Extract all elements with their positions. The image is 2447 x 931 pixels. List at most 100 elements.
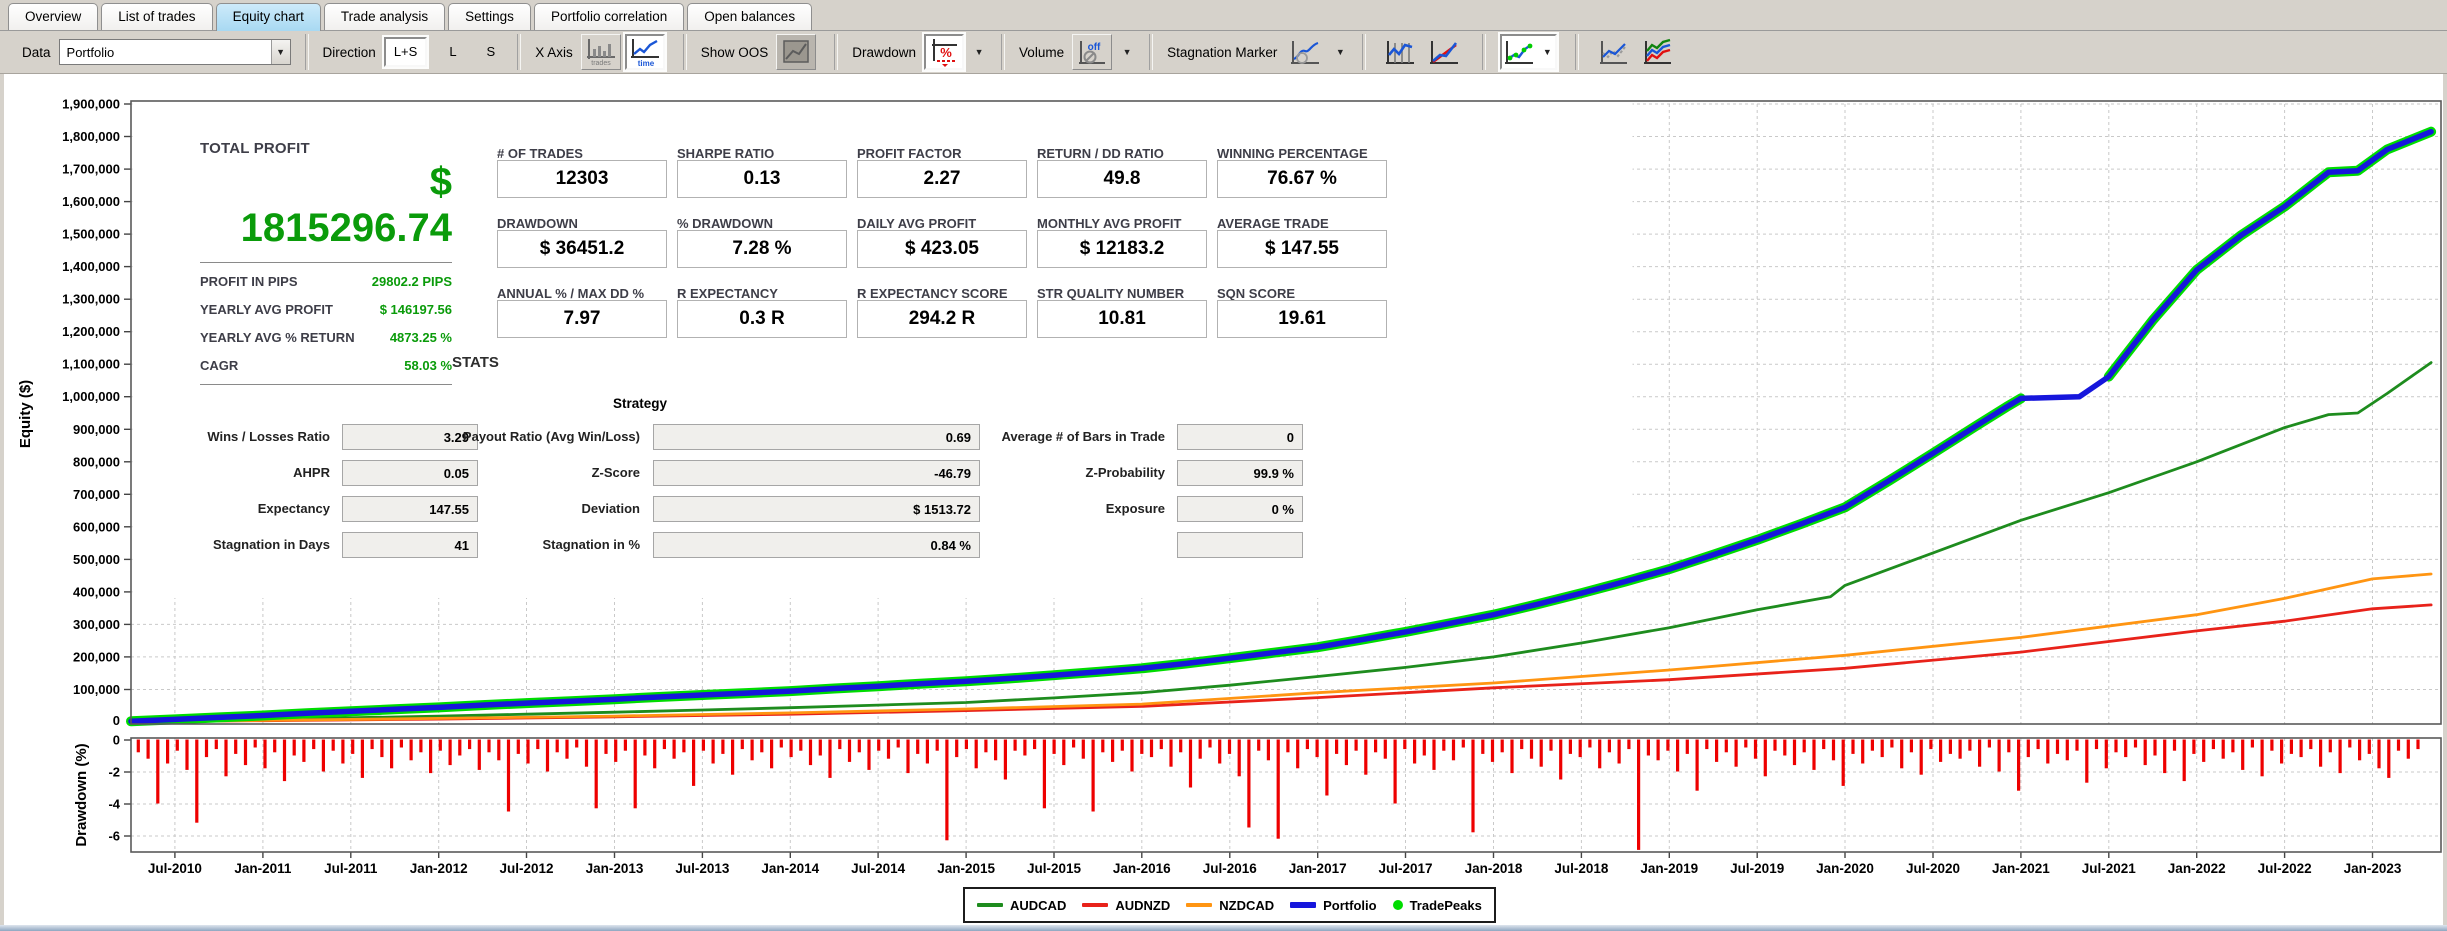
str-quality-number-label: STR QUALITY NUMBER (1037, 286, 1184, 301)
str-quality-number-value: 10.81 (1037, 300, 1207, 338)
direction-long-button[interactable]: L (441, 39, 464, 65)
tab-list-of-trades[interactable]: List of trades (101, 3, 212, 30)
svg-text:1,000,000: 1,000,000 (62, 389, 120, 404)
svg-text:Jul-2020: Jul-2020 (1906, 861, 1960, 876)
svg-text:0: 0 (113, 713, 120, 728)
chart-legend: AUDCAD AUDNZD NZDCAD Portfolio TradePeak… (963, 887, 1496, 923)
tab-overview[interactable]: Overview (8, 3, 98, 30)
chart-style-group (1368, 31, 1480, 73)
nzdcad-line-swatch (1186, 903, 1212, 907)
svg-text:-4: -4 (108, 797, 120, 812)
svg-text:Jul-2021: Jul-2021 (2082, 861, 2137, 876)
pct-drawdown-label: % DRAWDOWN (677, 216, 773, 231)
tab-equity-chart[interactable]: Equity chart (216, 3, 321, 31)
volume-off-icon: off (1076, 37, 1108, 67)
svg-text:Jul-2011: Jul-2011 (324, 861, 378, 876)
tab-portfolio-correlation[interactable]: Portfolio correlation (534, 3, 684, 30)
portfolio-line-swatch (1290, 902, 1316, 908)
profit-factor-label: PROFIT FACTOR (857, 146, 961, 161)
yearly-avg-return-value: 4873.25 % (252, 330, 452, 345)
svg-text:Jan-2012: Jan-2012 (410, 861, 468, 876)
trade-peaks-caret-icon[interactable]: ▼ (1539, 42, 1555, 62)
xaxis-trades-button[interactable]: trades (581, 34, 621, 70)
svg-text:1,500,000: 1,500,000 (62, 227, 120, 242)
xaxis-time-button[interactable]: time (625, 34, 665, 70)
direction-long-short-button[interactable]: L+S (384, 37, 428, 67)
svg-text:trades: trades (591, 60, 611, 67)
trade-peaks-icon (1502, 37, 1536, 67)
stagnation-caret-icon[interactable]: ▼ (1332, 42, 1348, 62)
z-score-value: -46.79 (653, 460, 980, 486)
monthly-avg-profit-value: $ 12183.2 (1037, 230, 1207, 268)
stagnation-marker-icon (1288, 37, 1322, 67)
svg-text:Jan-2016: Jan-2016 (1113, 861, 1171, 876)
svg-text:Jan-2020: Jan-2020 (1816, 861, 1874, 876)
winning-percentage-label: WINNING PERCENTAGE (1217, 146, 1368, 161)
daily-avg-profit-label: DAILY AVG PROFIT (857, 216, 976, 231)
equity-trend-icon (1428, 37, 1460, 67)
legend-label: TradePeaks (1410, 898, 1482, 913)
total-profit-currency: $ (200, 160, 452, 205)
num-trades-label: # OF TRADES (497, 146, 583, 161)
deviation-label: Deviation (450, 496, 640, 522)
profit-in-pips-value: 29802.2 PIPS (252, 274, 452, 289)
drawdown-label: DRAWDOWN (497, 216, 578, 231)
equity-trend-view-button[interactable] (1424, 34, 1464, 70)
strategy-title: Strategy (560, 396, 720, 411)
tab-trade-analysis[interactable]: Trade analysis (324, 3, 445, 30)
data-label: Data (22, 45, 51, 60)
volume-mode-button[interactable]: off (1072, 34, 1112, 70)
svg-text:Equity ($): Equity ($) (17, 380, 34, 448)
toolbar-separator (1001, 34, 1005, 70)
tab-open-balances[interactable]: Open balances (687, 3, 812, 30)
divider (200, 262, 452, 263)
tab-bar: Overview List of trades Equity chart Tra… (0, 0, 2447, 31)
z-probability-label: Z-Probability (965, 460, 1165, 486)
direction-label: Direction (323, 45, 376, 60)
payout-ratio-label: Payout Ratio (Avg Win/Loss) (450, 424, 640, 450)
multi-symbol-view-button[interactable] (1637, 34, 1677, 70)
svg-text:Jan-2019: Jan-2019 (1640, 861, 1698, 876)
tab-settings[interactable]: Settings (448, 3, 531, 30)
chevron-down-icon[interactable]: ▼ (271, 40, 290, 64)
svg-text:Jan-2021: Jan-2021 (1992, 861, 2050, 876)
average-trade-label: AVERAGE TRADE (1217, 216, 1329, 231)
avg-bars-in-trade-label: Average # of Bars in Trade (965, 424, 1165, 450)
time-axis-icon: time (629, 37, 661, 67)
svg-text:200,000: 200,000 (73, 649, 120, 664)
svg-text:Jan-2013: Jan-2013 (586, 861, 644, 876)
xaxis-label: X Axis (535, 45, 573, 60)
svg-text:Jul-2018: Jul-2018 (1554, 861, 1609, 876)
svg-text:Jul-2013: Jul-2013 (675, 861, 730, 876)
drawdown-caret-icon[interactable]: ▼ (971, 42, 987, 62)
show-oos-button[interactable] (776, 34, 816, 70)
data-select[interactable]: Portfolio ▼ (59, 39, 291, 65)
daily-avg-profit-value: $ 423.05 (857, 230, 1027, 268)
svg-text:Jul-2014: Jul-2014 (851, 861, 906, 876)
stats-heading: STATS (452, 354, 499, 371)
svg-text:-2: -2 (108, 765, 120, 780)
toolbar-separator (1482, 34, 1486, 70)
return-dd-ratio-label: RETURN / DD RATIO (1037, 146, 1164, 161)
drawdown-mode-button[interactable]: % (924, 34, 964, 70)
svg-text:Jul-2015: Jul-2015 (1027, 861, 1082, 876)
monthly-avg-profit-label: MONTHLY AVG PROFIT (1037, 216, 1181, 231)
svg-text:Drawdown (%): Drawdown (%) (73, 743, 90, 846)
drawdown-percent-icon: % (929, 37, 959, 67)
annual-maxdd-value: 7.97 (497, 300, 667, 338)
sqn-score-value: 19.61 (1217, 300, 1387, 338)
svg-text:1,300,000: 1,300,000 (62, 292, 120, 307)
benchmark-view-button[interactable] (1593, 34, 1633, 70)
volume-caret-icon[interactable]: ▼ (1119, 42, 1135, 62)
trade-peaks-group: ▼ (1488, 31, 1573, 73)
stagnation-marker-button[interactable] (1285, 34, 1325, 70)
empty-value-box (1177, 532, 1303, 558)
toolbar-separator (517, 34, 521, 70)
r-expectancy-score-label: R EXPECTANCY SCORE (857, 286, 1008, 301)
toolbar-separator (834, 34, 838, 70)
trade-peaks-button[interactable]: ▼ (1500, 34, 1557, 70)
direction-short-button[interactable]: S (479, 39, 504, 65)
svg-text:Jan-2017: Jan-2017 (1289, 861, 1347, 876)
equity-bars-view-button[interactable] (1380, 34, 1420, 70)
sqn-score-label: SQN SCORE (1217, 286, 1295, 301)
